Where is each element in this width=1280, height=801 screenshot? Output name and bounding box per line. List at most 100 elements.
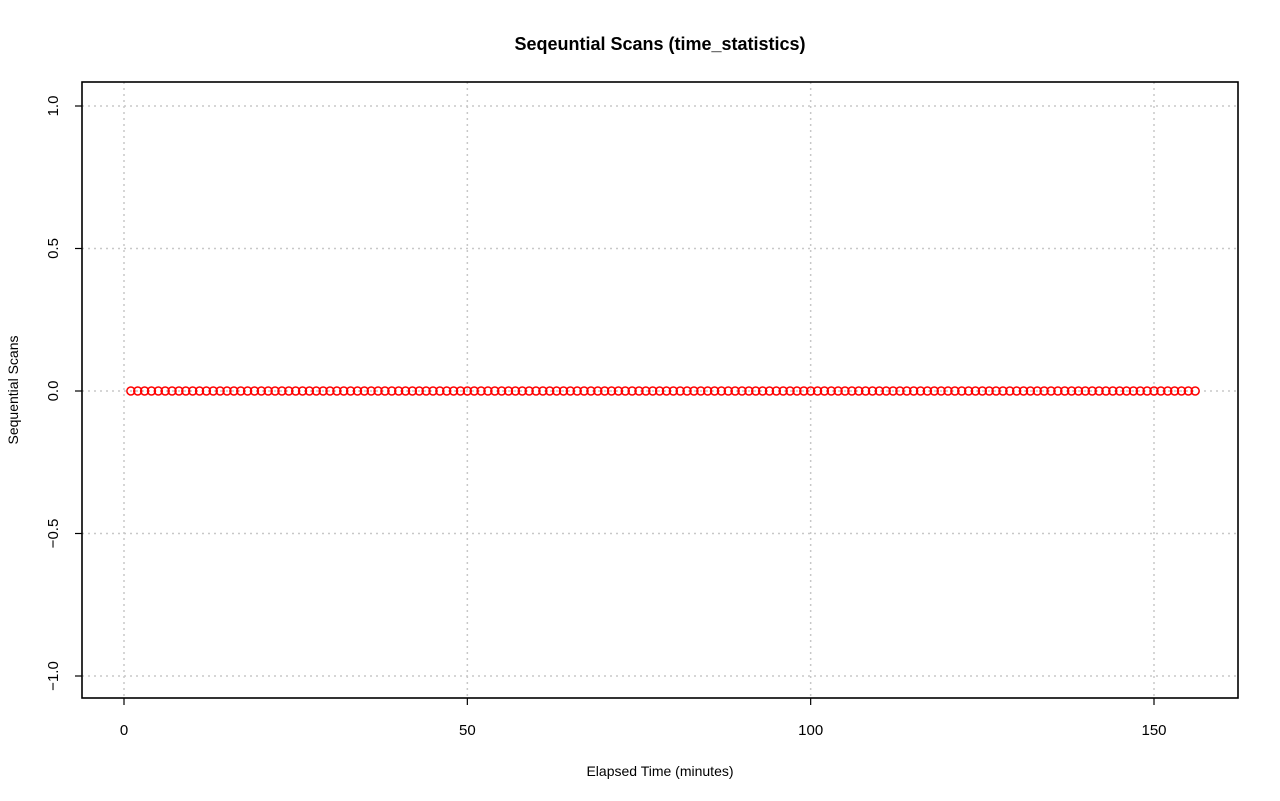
data-point [888,386,898,396]
data-point [860,386,871,396]
data-point [970,386,981,396]
plot-frame [81,81,1239,699]
data-point [764,386,775,396]
x-axis-label: Elapsed Time (minutes) [586,763,733,779]
data-point [366,386,376,396]
data-point [469,386,479,396]
data-point [1073,386,1084,396]
data-point [826,386,837,396]
data-point [1114,386,1125,396]
data-point [380,386,390,396]
data-point [991,386,1001,396]
data-point [476,386,486,396]
x-tick-label: 0 [120,722,128,739]
data-point [915,386,926,396]
data-point [1018,386,1029,396]
data-point [689,386,699,396]
data-point [194,386,205,396]
x-axis: 0 50 100 150 [120,698,1167,739]
data-point [696,386,706,396]
data-point [1135,386,1146,396]
data-point [242,386,253,396]
data-point [174,386,184,396]
data-point [840,386,850,396]
data-point [1059,386,1070,396]
data-point [455,386,466,396]
data-point [270,386,280,396]
data-point [908,386,919,396]
data-point [483,386,493,396]
points-layer [126,386,1200,396]
data-point [579,386,589,396]
data-point [325,386,335,396]
data-point [277,386,287,396]
data-point [311,386,322,396]
y-tick-label: −0.5 [45,519,62,549]
data-point [702,386,713,396]
data-point [1176,386,1187,396]
x-tick-label: 100 [798,722,823,739]
data-point [744,386,754,396]
data-point [771,386,782,396]
data-point [1183,386,1194,396]
data-point [297,386,308,396]
data-point [153,386,164,396]
data-point [167,386,177,396]
data-point [132,386,143,396]
data-point [558,386,569,396]
data-point [1169,386,1180,396]
data-point [963,386,974,396]
data-point [682,386,692,396]
data-point [263,386,273,396]
data-point [647,386,658,396]
data-point [730,386,740,396]
data-point [393,386,404,396]
data-point [1080,386,1091,396]
data-point [881,386,891,396]
data-point [593,386,603,396]
data-point [1156,386,1166,396]
data-point [613,386,624,396]
data-point [833,386,843,396]
data-point [778,386,788,396]
data-point [421,386,431,396]
y-tick-label: 0.5 [45,238,62,259]
data-point [448,386,459,396]
data-point [1121,386,1132,396]
data-point [201,386,212,396]
data-point [538,386,548,396]
data-point [1032,386,1043,396]
grid-layer [82,82,1238,698]
data-point [586,386,596,396]
data-point [723,386,734,396]
data-point [208,386,219,396]
data-point [359,386,370,396]
data-point [428,386,438,396]
data-point [792,386,802,396]
data-point [551,386,562,396]
data-point [785,386,795,396]
data-point [1094,386,1104,396]
data-point [867,386,878,396]
data-point [544,386,555,396]
data-point [812,386,823,396]
data-point [654,386,665,396]
data-point [599,386,610,396]
data-point [1149,386,1159,396]
data-point [229,386,239,396]
data-point [819,386,830,396]
data-point [503,386,514,396]
data-point [737,386,747,396]
data-point [318,386,328,396]
data-point [235,386,246,396]
data-point [462,386,473,396]
data-point [1046,386,1056,396]
data-point [620,386,631,396]
data-point [407,386,418,396]
data-point [902,386,912,396]
data-point [510,386,521,396]
x-tick-label: 150 [1141,722,1166,739]
chart-title: Seqeuntial Scans (time_statistics) [514,34,805,54]
data-point [284,386,294,396]
data-point [414,386,425,396]
